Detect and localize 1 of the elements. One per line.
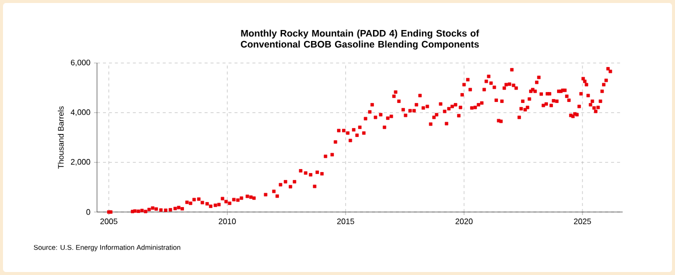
chart-title: Monthly Rocky Mountain (PADD 4) Ending Stocks of Conventional CBOB Gasoline Blending Components [240,30,480,50]
